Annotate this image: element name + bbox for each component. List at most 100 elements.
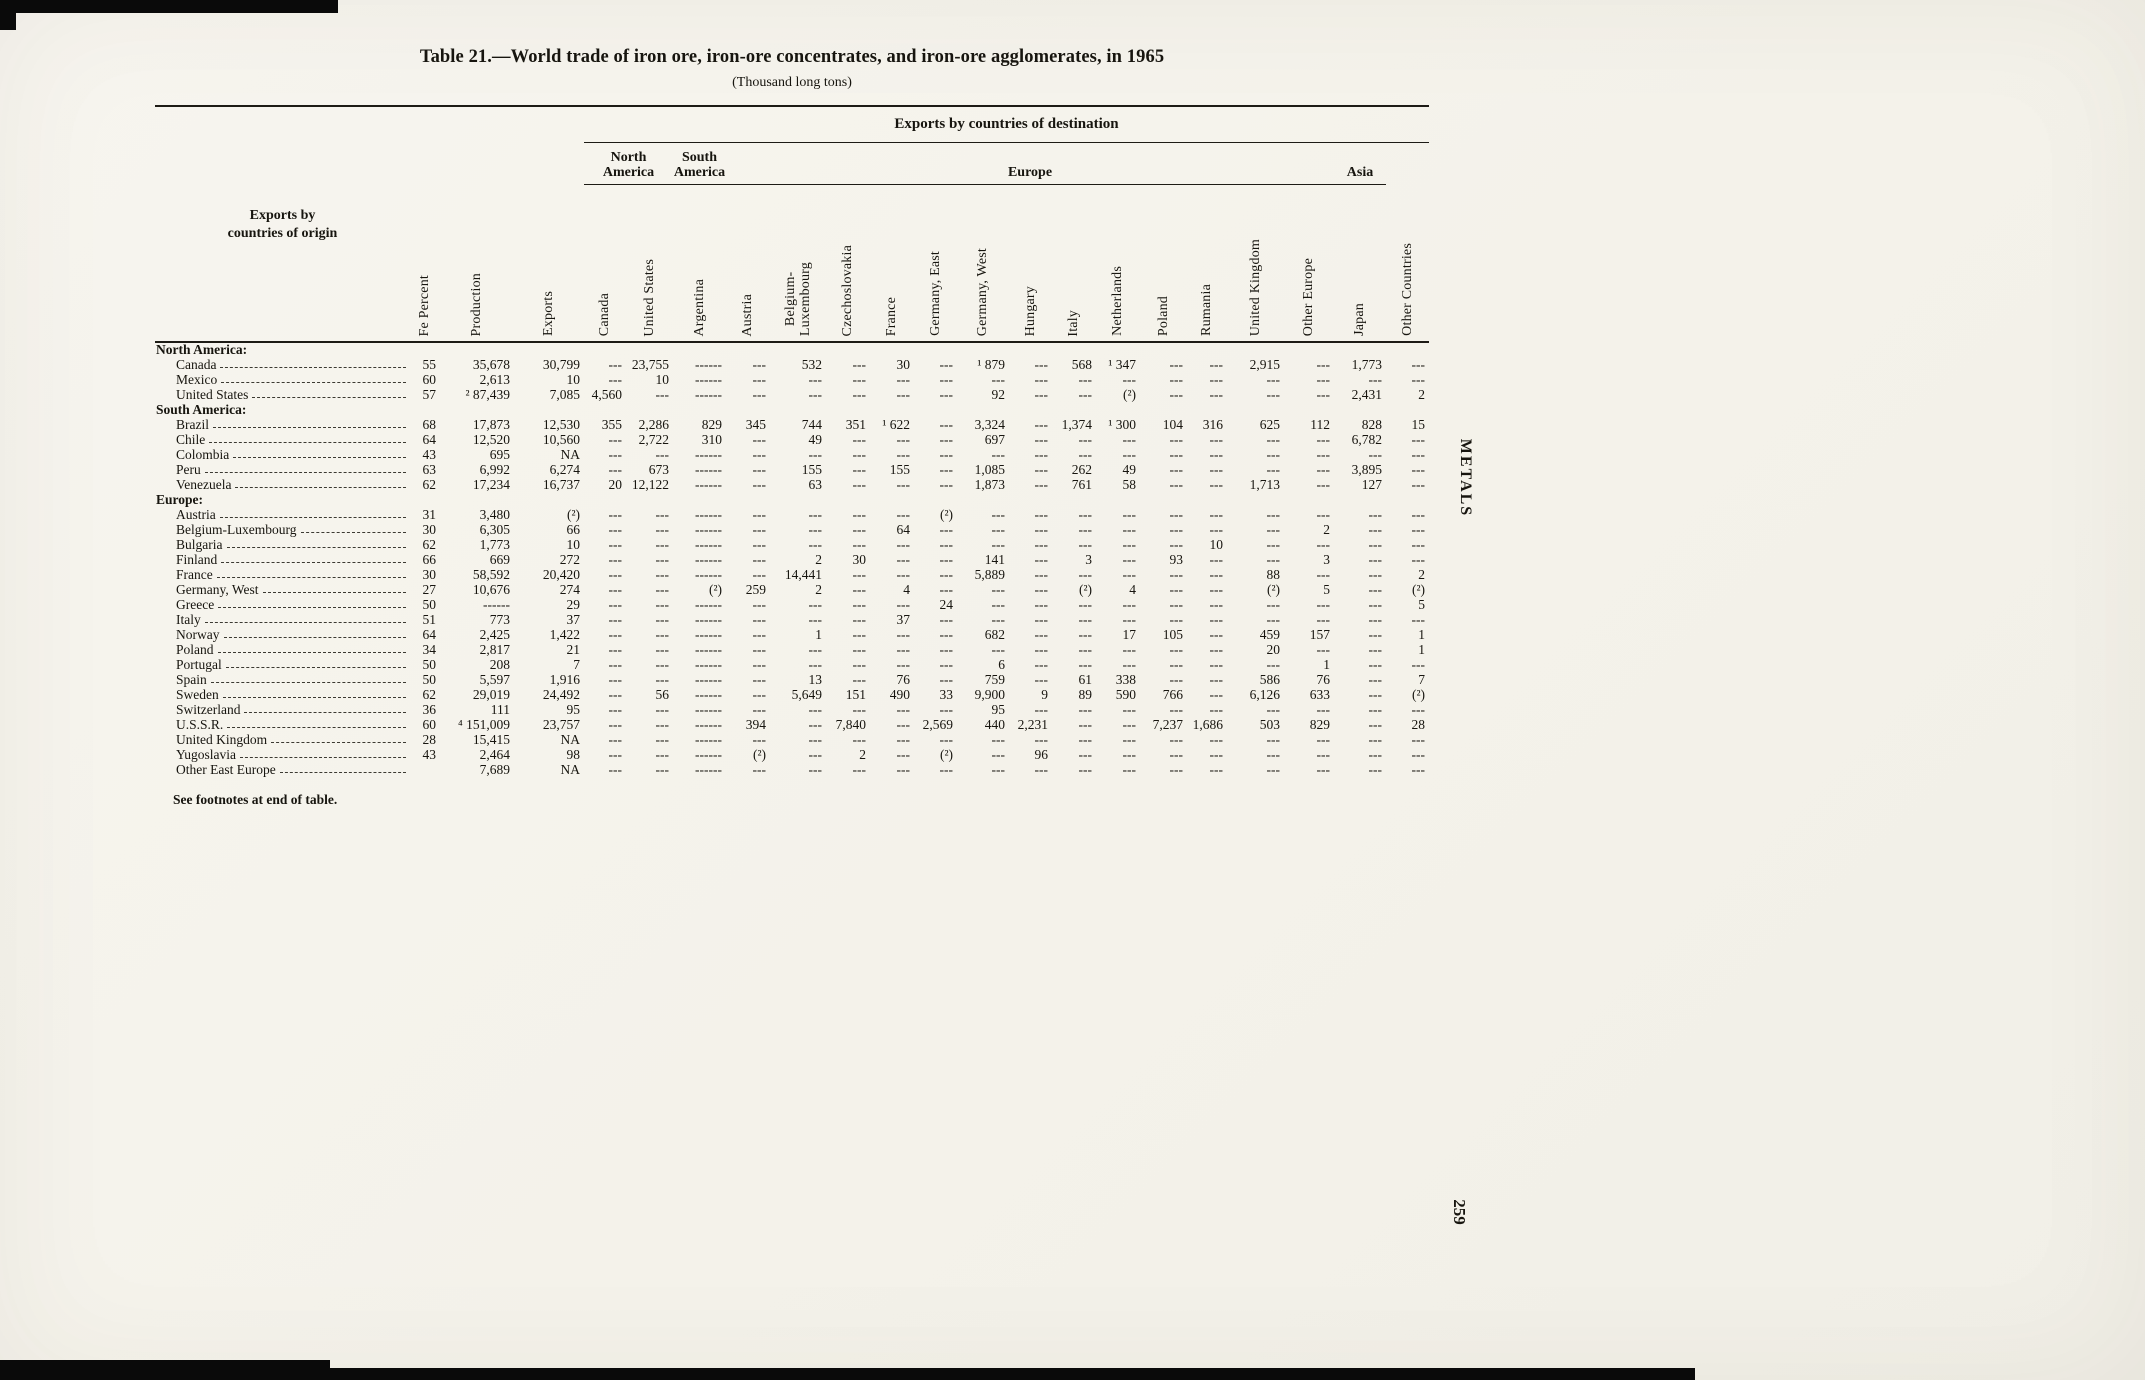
- column-header-exports: Exports: [514, 106, 584, 344]
- value-cell: ---: [608, 356, 623, 372]
- value-cell: ---: [655, 701, 670, 717]
- value-cell: ---: [896, 596, 911, 612]
- value-cell: ------: [695, 476, 722, 492]
- value-cell: 351: [845, 416, 866, 432]
- value-cell: ---: [608, 731, 623, 747]
- value-cell: ---: [752, 611, 767, 627]
- section-row: South America:: [155, 402, 1429, 417]
- value-cell: ---: [752, 386, 767, 402]
- value-cell: ---: [808, 446, 823, 462]
- table-body: North America: Canada 55 35,678 30,799 --- 23,…: [155, 342, 1429, 777]
- country-name: Chile: [176, 431, 206, 447]
- value-cell: ---: [808, 746, 823, 762]
- row-label: Venezuela: [155, 477, 410, 492]
- table-row: Venezuela 62 17,234 16,737 20 12,122 ------ ---…: [155, 477, 1429, 492]
- value-cell: ---: [1368, 536, 1383, 552]
- country-name: Canada: [176, 356, 217, 372]
- world-trade-table: Exports by countries of origin Fe Percen…: [155, 105, 1430, 777]
- dot-leader: [271, 742, 406, 744]
- value-cell: ---: [939, 626, 954, 642]
- value-cell: ---: [808, 731, 823, 747]
- country-name: Greece: [176, 596, 215, 612]
- value-cell: ---: [1316, 386, 1331, 402]
- value-cell: ---: [608, 701, 623, 717]
- dot-leader: [226, 547, 406, 549]
- value-cell: ---: [1209, 671, 1224, 687]
- value-cell: 1,686: [1192, 716, 1223, 732]
- value-cell: ---: [1034, 641, 1049, 657]
- value-cell: ---: [608, 371, 623, 387]
- column-header: Argentina: [673, 184, 726, 344]
- value-cell: 6,782: [1351, 431, 1382, 447]
- row-label: United States: [155, 387, 410, 402]
- value-cell: 568: [1071, 356, 1092, 372]
- value-cell: ---: [655, 551, 670, 567]
- value-cell: 759: [984, 671, 1005, 687]
- value-cell: ---: [896, 656, 911, 672]
- value-cell: ---: [939, 581, 954, 597]
- country-name: Colombia: [176, 446, 230, 462]
- value-cell: 6,992: [479, 461, 510, 477]
- value-cell: 2,817: [479, 641, 510, 657]
- value-cell: ---: [1368, 701, 1383, 717]
- value-cell: ------: [695, 371, 722, 387]
- value-cell: ---: [655, 656, 670, 672]
- value-cell: ---: [752, 671, 767, 687]
- value-cell: ¹ 622: [882, 416, 910, 432]
- value-cell: (²): [939, 506, 953, 522]
- value-cell: ---: [1122, 746, 1137, 762]
- dot-leader: [210, 682, 406, 684]
- value-cell: 10,560: [542, 431, 580, 447]
- value-cell: 62: [422, 476, 437, 492]
- value-cell: 625: [1259, 416, 1280, 432]
- row-label: Colombia: [155, 447, 410, 462]
- value-cell: 12,122: [631, 476, 669, 492]
- value-cell: 1,916: [549, 671, 580, 687]
- value-cell: ---: [1368, 521, 1383, 537]
- value-cell: ---: [939, 536, 954, 552]
- value-cell: ---: [852, 611, 867, 627]
- row-label: Peru: [155, 462, 410, 477]
- value-cell: ---: [608, 506, 623, 522]
- value-cell: 9,900: [974, 686, 1005, 702]
- row-label: Poland: [155, 642, 410, 657]
- value-cell: ---: [1078, 701, 1093, 717]
- value-cell: 64: [896, 521, 911, 537]
- value-cell: 262: [1071, 461, 1092, 477]
- value-cell: ---: [655, 671, 670, 687]
- value-cell: ---: [608, 536, 623, 552]
- value-cell: ---: [1169, 596, 1184, 612]
- value-cell: ---: [939, 356, 954, 372]
- value-cell: 58: [1122, 476, 1137, 492]
- value-cell: ---: [1034, 656, 1049, 672]
- table-row: Chile 64 12,520 10,560 --- 2,722 310 --- 49 --- --…: [155, 432, 1429, 447]
- value-cell: 673: [648, 461, 669, 477]
- dot-leader: [233, 457, 406, 459]
- value-cell: ¹ 879: [977, 356, 1005, 372]
- value-cell: 3,895: [1351, 461, 1382, 477]
- value-cell: ---: [752, 431, 767, 447]
- value-cell: 30: [422, 521, 437, 537]
- table-row: Switzerland 36 111 95 --- --- ------ --- --- --- -…: [155, 702, 1429, 717]
- dot-leader: [204, 472, 406, 474]
- value-cell: 49: [808, 431, 823, 447]
- value-cell: ---: [1122, 551, 1137, 567]
- value-cell: 1,422: [549, 626, 580, 642]
- value-cell: ---: [852, 761, 867, 777]
- header-row-destination: Exports by countries of origin Fe Percen…: [155, 106, 1430, 344]
- value-cell: 5,889: [974, 566, 1005, 582]
- value-cell: 43: [422, 746, 437, 762]
- value-cell: ⁴ 151,009: [458, 716, 510, 732]
- value-cell: ---: [1209, 746, 1224, 762]
- value-cell: ---: [655, 731, 670, 747]
- value-cell: ---: [1209, 566, 1224, 582]
- value-cell: ---: [808, 386, 823, 402]
- value-cell: 57: [422, 386, 437, 402]
- value-cell: ---: [1169, 731, 1184, 747]
- value-cell: ------: [695, 356, 722, 372]
- value-cell: ---: [1411, 506, 1426, 522]
- value-cell: ---: [1368, 566, 1383, 582]
- value-cell: ---: [896, 371, 911, 387]
- value-cell: ---: [939, 521, 954, 537]
- value-cell: ---: [939, 731, 954, 747]
